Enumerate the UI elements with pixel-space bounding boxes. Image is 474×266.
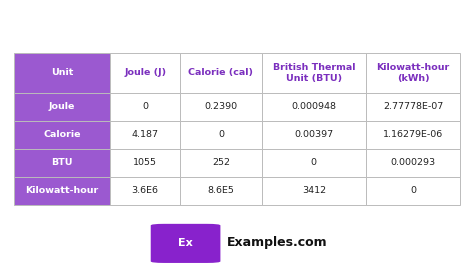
Bar (14, 177, 110, 205)
Text: British Thermal
Unit (BTU): British Thermal Unit (BTU) (273, 63, 355, 83)
Bar (366, 53, 460, 93)
Text: 0.2390: 0.2390 (204, 102, 237, 111)
Text: Unit: Unit (51, 68, 73, 77)
Text: Joule: Joule (49, 102, 75, 111)
Text: 0: 0 (410, 186, 416, 195)
Bar (14, 121, 110, 149)
Text: 2.77778E-07: 2.77778E-07 (383, 102, 443, 111)
Text: Calorie: Calorie (43, 130, 81, 139)
Text: Joule (J): Joule (J) (124, 68, 166, 77)
Text: 0: 0 (311, 158, 317, 167)
Bar (181, 177, 262, 205)
Text: 4.187: 4.187 (132, 130, 159, 139)
Bar (181, 149, 262, 177)
Bar (110, 177, 181, 205)
Bar (181, 121, 262, 149)
Bar (14, 53, 110, 93)
Text: Examples.com: Examples.com (227, 236, 328, 249)
Bar (262, 149, 366, 177)
Bar (262, 177, 366, 205)
Text: 8.6E5: 8.6E5 (208, 186, 235, 195)
Bar (110, 149, 181, 177)
Text: Kilowatt-hour
(kWh): Kilowatt-hour (kWh) (376, 63, 450, 83)
Bar (14, 93, 110, 121)
Text: Ex: Ex (178, 238, 193, 248)
FancyBboxPatch shape (151, 224, 220, 263)
Bar (110, 53, 181, 93)
Text: Calorie (cal): Calorie (cal) (189, 68, 254, 77)
Text: 1.16279E-06: 1.16279E-06 (383, 130, 443, 139)
Text: 3.6E6: 3.6E6 (132, 186, 159, 195)
Bar (110, 121, 181, 149)
Text: 252: 252 (212, 158, 230, 167)
Text: 0: 0 (142, 102, 148, 111)
Text: CONVERSION OF ENERGY UNITS: CONVERSION OF ENERGY UNITS (69, 16, 405, 35)
Bar (366, 93, 460, 121)
Text: BTU: BTU (51, 158, 73, 167)
Text: 0.000293: 0.000293 (391, 158, 436, 167)
Bar (181, 53, 262, 93)
Text: 0.00397: 0.00397 (294, 130, 333, 139)
Bar (366, 177, 460, 205)
Text: 1055: 1055 (133, 158, 157, 167)
Bar (366, 121, 460, 149)
Bar (181, 93, 262, 121)
Text: 0: 0 (218, 130, 224, 139)
Bar (262, 93, 366, 121)
Bar (262, 121, 366, 149)
Text: 3412: 3412 (302, 186, 326, 195)
Bar (110, 93, 181, 121)
Text: 0.000948: 0.000948 (292, 102, 337, 111)
Text: Kilowatt-hour: Kilowatt-hour (26, 186, 99, 195)
Bar (14, 149, 110, 177)
Bar (262, 53, 366, 93)
Bar (366, 149, 460, 177)
